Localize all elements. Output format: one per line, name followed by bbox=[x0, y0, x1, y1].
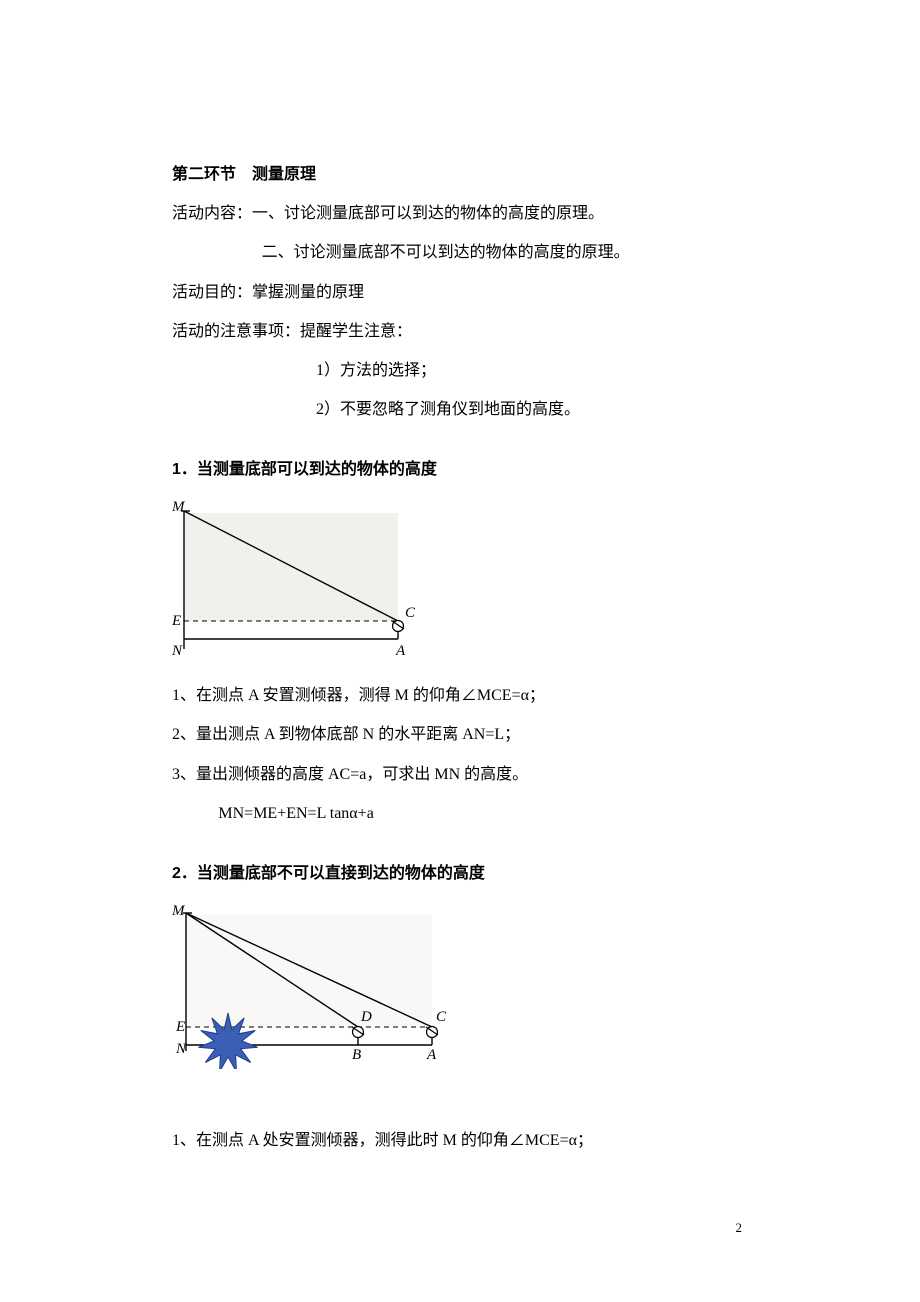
activity-content-line1: 活动内容：一、讨论测量底部可以到达的物体的高度的原理。 bbox=[172, 194, 748, 233]
case2-diagram: M EN D B C A bbox=[172, 901, 748, 1069]
svg-text:E: E bbox=[172, 613, 181, 629]
svg-text:A: A bbox=[395, 643, 406, 659]
case1-heading: 1．当测量底部可以到达的物体的高度 bbox=[172, 450, 748, 489]
svg-text:C: C bbox=[405, 605, 416, 621]
document-page: 第二环节 测量原理 活动内容：一、讨论测量底部可以到达的物体的高度的原理。 二、… bbox=[0, 0, 920, 1220]
svg-text:D: D bbox=[360, 1009, 372, 1025]
case1-step1: 1、在测点 A 安置测倾器，测得 M 的仰角∠MCE=α； bbox=[172, 676, 748, 715]
svg-text:C: C bbox=[436, 1009, 447, 1025]
svg-text:B: B bbox=[352, 1047, 361, 1063]
activity-note-1: 1）方法的选择； bbox=[172, 351, 748, 390]
activity-content-line2: 二、讨论测量底部不可以到达的物体的高度的原理。 bbox=[172, 233, 748, 272]
case1-diagram: M EN C A bbox=[172, 497, 748, 660]
svg-text:N: N bbox=[172, 643, 183, 659]
case1-step3: 3、量出测倾器的高度 AC=a，可求出 MN 的高度。 bbox=[172, 755, 748, 794]
spacer bbox=[172, 1079, 748, 1121]
activity-purpose: 活动目的：掌握测量的原理 bbox=[172, 273, 748, 312]
case2-heading: 2．当测量底部不可以直接到达的物体的高度 bbox=[172, 854, 748, 893]
case2-step1: 1、在测点 A 处安置测倾器，测得此时 M 的仰角∠MCE=α； bbox=[172, 1121, 748, 1160]
svg-text:A: A bbox=[426, 1047, 437, 1063]
activity-note-2: 2）不要忽略了测角仪到地面的高度。 bbox=[172, 390, 748, 429]
svg-text:M: M bbox=[172, 499, 186, 515]
case1-step2: 2、量出测点 A 到物体底部 N 的水平距离 AN=L； bbox=[172, 715, 748, 754]
section-heading: 第二环节 测量原理 bbox=[172, 155, 748, 194]
case1-steps: 1、在测点 A 安置测倾器，测得 M 的仰角∠MCE=α； 2、量出测点 A 到… bbox=[172, 676, 748, 833]
svg-text:M: M bbox=[172, 903, 186, 919]
case1-formula: MN=ME+EN=L tanα+a bbox=[172, 794, 748, 833]
page-number: 2 bbox=[736, 1220, 743, 1236]
svg-text:E: E bbox=[175, 1019, 185, 1035]
svg-text:N: N bbox=[175, 1041, 187, 1057]
activity-notes-label: 活动的注意事项：提醒学生注意： bbox=[172, 312, 748, 351]
